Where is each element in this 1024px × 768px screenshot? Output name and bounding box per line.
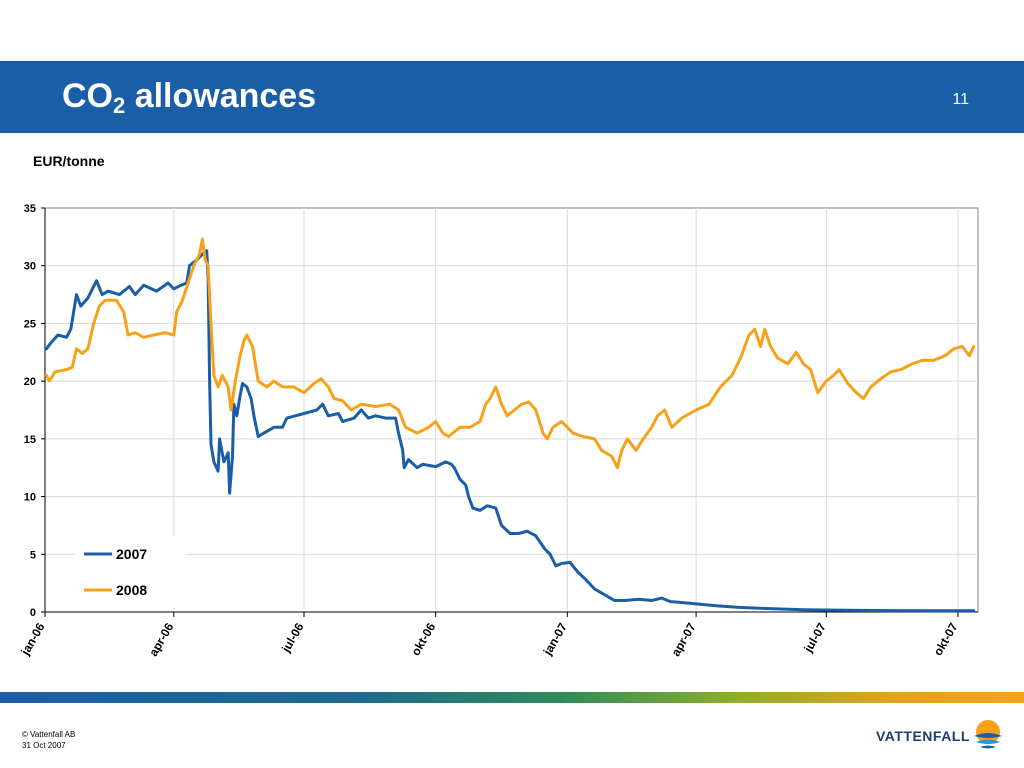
x-tick-label: okt-07 [931, 620, 961, 658]
x-tick-label: jul-06 [278, 620, 306, 655]
y-tick-label: 15 [24, 434, 36, 446]
x-tick-label: jan-07 [540, 620, 570, 658]
page-number: 11 [952, 91, 969, 108]
y-tick-label: 10 [24, 492, 36, 504]
y-tick-label: 0 [30, 607, 36, 619]
legend-label-2007: 2007 [116, 546, 147, 562]
y-tick-label: 5 [30, 549, 36, 561]
copyright-text: © Vattenfall AB [22, 730, 76, 739]
price-chart: 0 5 10 15 20 25 30 35 jan-06 apr-06 jul-06 okt-06 ja… [18, 203, 979, 659]
series-line-2007 [44, 249, 976, 613]
chart-legend: 2007 2008 [75, 536, 185, 608]
date-text: 31 Oct 2007 [22, 741, 66, 750]
title-rest: allowances [125, 77, 317, 115]
x-tick-label: apr-06 [146, 620, 176, 658]
chart-grid [44, 207, 979, 613]
y-tick-label: 20 [24, 376, 36, 388]
series-line-2008 [44, 237, 976, 470]
legend-label-2008: 2008 [116, 582, 147, 598]
y-tick-label: 25 [24, 318, 36, 330]
x-tick-label: okt-06 [408, 620, 438, 658]
footer-gradient-bar [0, 692, 1024, 703]
vattenfall-logo-text: VATTENFALL [876, 728, 970, 744]
vattenfall-logo-icon [974, 720, 1002, 749]
chart-series [44, 237, 976, 613]
y-tick-label: 35 [24, 203, 36, 215]
plot-area [44, 207, 979, 613]
legend-box [75, 536, 185, 608]
y-tick-label: 30 [24, 261, 36, 273]
x-tick-label: apr-07 [669, 620, 699, 658]
x-tick-label: jul-07 [801, 620, 829, 655]
title-bar [0, 61, 1024, 133]
slide-title: CO2 allowances [62, 76, 317, 118]
x-tick-label: jan-06 [18, 620, 48, 658]
title-main: CO [62, 77, 113, 115]
y-axis-unit-label: EUR/tonne [33, 153, 105, 169]
title-subscript: 2 [113, 93, 126, 118]
footer-text: © Vattenfall AB 31 Oct 2007 [22, 729, 75, 751]
